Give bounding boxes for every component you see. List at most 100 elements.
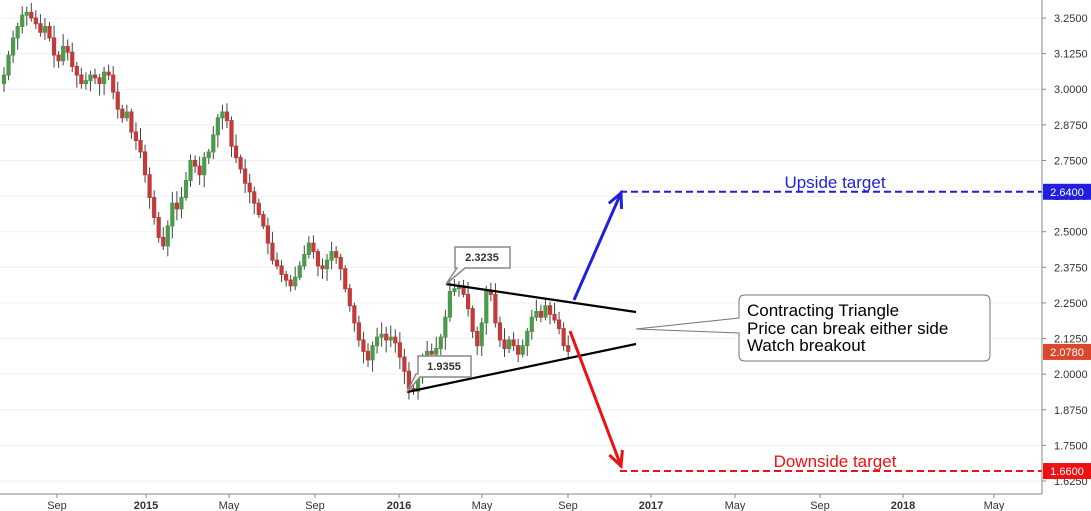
candle [47,21,52,42]
candle [238,154,243,174]
candle [247,173,252,204]
candle [406,362,412,400]
candle [506,336,512,353]
triangle-lower-line [406,342,637,394]
target-price-tag-label: 1.6600 [1050,466,1084,478]
candle [384,326,389,353]
candle [438,333,443,356]
candle [88,70,93,92]
candle [343,265,348,293]
current-price-tag [1043,343,1091,360]
candle [83,72,89,90]
annotation-line-2: Price can break either side [747,319,948,338]
annotation-callout: Contracting Triangle Price can break eit… [635,294,991,362]
candle [65,39,70,61]
candle [361,331,366,364]
x-tick-label: May [219,500,240,511]
candle [29,2,34,22]
candle [538,304,543,323]
candle [6,51,11,81]
price-tags: 2.6400 1.6600 2.0780 [1043,183,1091,480]
x-tick-label: 2018 [891,500,915,511]
candle [324,253,330,281]
candle [156,211,161,243]
candle [124,104,129,122]
candle [79,67,84,89]
x-tick-label: Sep [47,500,67,511]
candle [215,113,220,148]
y-tick-label: 3.1250 [1054,49,1088,61]
candle [243,159,248,194]
downside-arrow [568,330,624,470]
candle [552,302,557,324]
upside-arrow [572,189,624,301]
candle [129,108,134,139]
y-tick-label: 2.5000 [1054,227,1088,239]
candle [402,348,407,385]
candle [229,116,234,157]
candle [102,66,107,96]
candle [352,302,357,332]
candle [51,25,57,68]
y-tick-label: 2.7500 [1054,155,1088,167]
candle [220,104,225,130]
price-grid [0,17,1042,482]
candle [543,299,548,321]
breakout-arrows [568,189,624,470]
candle [274,252,280,270]
candle [388,325,393,347]
candle [165,220,170,257]
target-label: Upside target [784,173,885,192]
candle [15,22,20,50]
annotation-line-1: Contracting Triangle [747,301,899,320]
candle [479,317,484,356]
candle [502,328,507,358]
candle [174,191,180,221]
candle [20,6,25,34]
candle [443,309,448,350]
candle [133,122,139,150]
pivot-low-callout: 1.9355 [406,355,472,393]
candle [233,134,239,164]
candle [534,299,539,322]
candle [561,322,566,351]
x-tick-label: 2017 [639,500,663,511]
candle [115,81,120,119]
candle [493,283,498,328]
target-lines: Upside target Downside target [620,173,1042,473]
candle [202,152,207,188]
y-tick-label: 2.1250 [1054,334,1088,346]
pivot-high-callout: 2.3235 [445,246,511,285]
candle [265,217,270,255]
candle [311,235,316,259]
y-tick-label: 2.0000 [1054,369,1088,381]
candle [516,338,521,363]
candle [284,270,289,287]
x-tick-label: May [984,500,1005,511]
candle [484,285,489,335]
candle [106,64,111,81]
x-tick-label: May [725,500,746,511]
y-tick-label: 1.7500 [1054,440,1088,452]
annotation-line-3: Watch breakout [747,336,866,355]
contracting-triangle [406,282,637,394]
candle [147,167,152,209]
candle [152,190,157,225]
candle [447,282,452,322]
pivot-low-label: 1.9355 [427,361,461,373]
candle [179,187,184,219]
x-tick-label: 2016 [387,500,411,511]
candle [320,258,325,279]
candle [11,30,16,63]
x-tick-label: Sep [558,500,578,511]
candle [520,339,525,358]
candle [525,327,530,356]
candle [111,66,116,99]
candle [170,191,175,239]
current-price-label: 2.0780 [1050,347,1084,359]
target-price-tag [1043,463,1091,480]
candle [138,128,143,159]
candle [92,68,98,85]
x-tick-label: Sep [810,500,830,511]
candle [370,341,375,372]
